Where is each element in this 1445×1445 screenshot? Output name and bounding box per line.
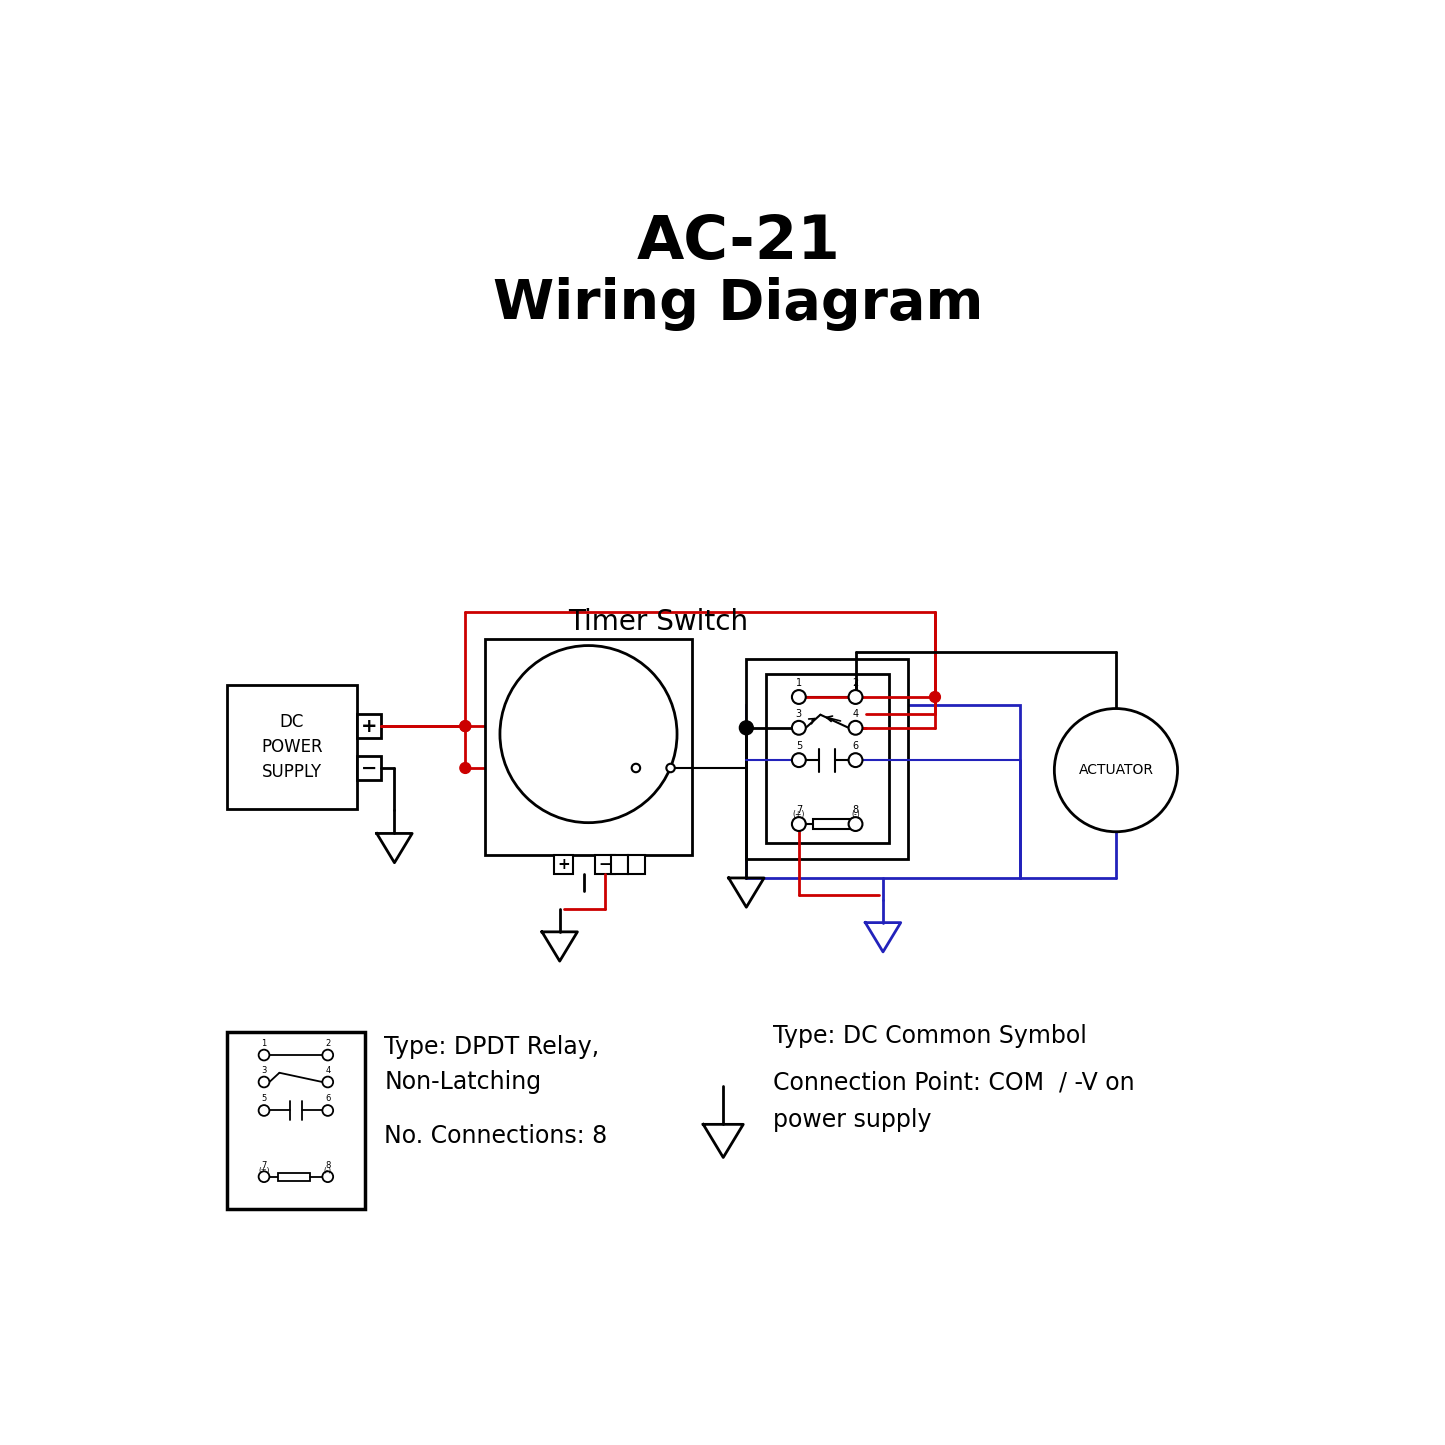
Text: (-): (-) [851,809,860,819]
Circle shape [259,1049,269,1061]
Text: Wiring Diagram: Wiring Diagram [493,277,984,331]
Circle shape [1055,708,1178,832]
Circle shape [666,764,675,772]
Bar [484,639,692,855]
Text: 2: 2 [325,1039,331,1048]
Circle shape [460,763,471,773]
Text: 8: 8 [325,1160,331,1169]
Circle shape [322,1172,334,1182]
Text: ACTUATOR: ACTUATOR [1078,763,1153,777]
Circle shape [259,1077,269,1088]
Text: DC
POWER
SUPPLY: DC POWER SUPPLY [262,712,322,782]
Text: 5: 5 [262,1094,267,1104]
Bar [277,1173,311,1181]
Text: 7: 7 [262,1160,267,1169]
Text: 5: 5 [796,741,802,751]
Text: 3: 3 [262,1066,267,1075]
Circle shape [792,691,806,704]
Bar [812,819,851,829]
Circle shape [322,1049,334,1061]
Text: 6: 6 [325,1094,331,1104]
Bar [595,855,614,874]
Bar [357,756,380,780]
Text: (+): (+) [793,809,805,819]
Text: 4: 4 [853,709,858,720]
Bar [535,694,643,740]
Bar [357,714,380,738]
Text: 8: 8 [853,805,858,815]
Text: 6: 6 [853,741,858,751]
Circle shape [460,721,471,731]
Text: +: + [558,857,569,871]
Circle shape [500,646,678,822]
Text: −: − [598,857,611,871]
Text: Connection Point: COM  / -V on: Connection Point: COM / -V on [773,1069,1134,1094]
Bar [227,685,357,809]
Bar [629,855,644,874]
Text: 1: 1 [796,678,802,688]
Text: 2: 2 [853,678,858,688]
Circle shape [322,1105,334,1116]
Text: +: + [361,717,377,736]
Text: Timer Switch: Timer Switch [568,608,749,636]
Text: 7: 7 [796,805,802,815]
Text: 1: 1 [262,1039,267,1048]
Text: AC-21: AC-21 [637,214,841,272]
Circle shape [848,753,863,767]
Circle shape [259,1172,269,1182]
Text: 4: 4 [325,1066,331,1075]
Circle shape [792,816,806,831]
Circle shape [259,1105,269,1116]
Text: 3: 3 [796,709,802,720]
Bar [746,705,1020,879]
Circle shape [460,721,471,731]
Circle shape [740,721,753,734]
Text: Type: DPDT Relay,: Type: DPDT Relay, [384,1036,600,1059]
Text: (+): (+) [259,1166,270,1173]
Circle shape [929,692,941,702]
Text: power supply: power supply [773,1108,932,1133]
Circle shape [631,764,640,772]
Text: (-): (-) [324,1166,332,1173]
Text: No. Connections: 8: No. Connections: 8 [384,1124,608,1147]
Bar [746,659,907,858]
Circle shape [848,816,863,831]
Text: Type: DC Common Symbol: Type: DC Common Symbol [773,1025,1087,1048]
Circle shape [848,721,863,734]
Circle shape [322,1077,334,1088]
Text: −: − [361,759,377,777]
Bar [227,1032,366,1209]
Circle shape [792,721,806,734]
Circle shape [792,753,806,767]
Circle shape [848,691,863,704]
Bar [553,855,574,874]
Text: Non-Latching: Non-Latching [384,1069,542,1094]
Bar [766,673,889,844]
Bar [611,855,629,874]
